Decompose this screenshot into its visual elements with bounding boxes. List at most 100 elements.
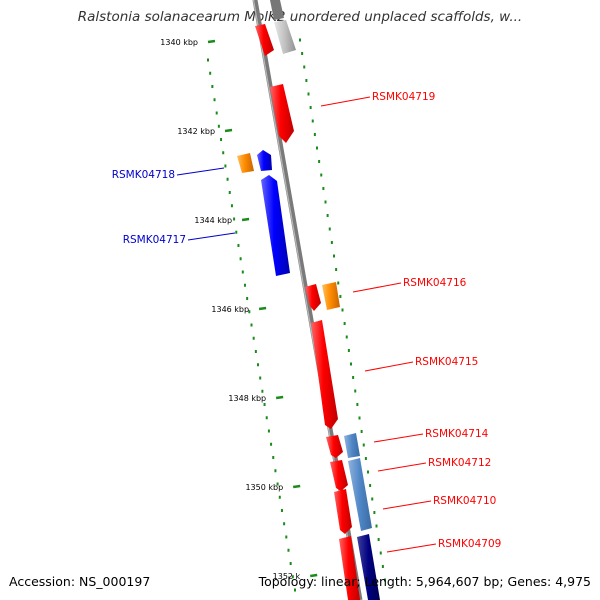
ruler-tick-label: 1350 kbp — [245, 483, 283, 492]
ruler-dot-left — [233, 217, 236, 221]
gene-label-RSMK04710[interactable]: RSMK04710 — [433, 495, 496, 507]
ruler-tick-label: 1348 kbp — [228, 394, 266, 403]
ruler-dot-left — [217, 124, 220, 128]
leader-RSMK04714 — [373, 433, 424, 443]
gene-label-RSMK04718[interactable]: RSMK04718 — [112, 169, 175, 181]
gene-feature-top-partial[interactable] — [255, 24, 274, 56]
gene-label-RSMK04716[interactable]: RSMK04716 — [403, 277, 467, 289]
gene-RSMK04715[interactable] — [311, 320, 338, 429]
gene-label-RSMK04709[interactable]: RSMK04709 — [438, 538, 501, 550]
ruler-dot-right — [299, 38, 301, 42]
ruler-tick-label: 1346 kbp — [211, 305, 249, 314]
ruler-dot-left — [285, 535, 288, 539]
gene-RSMK04717[interactable] — [261, 175, 290, 276]
ruler-dot-left — [226, 177, 229, 181]
ruler-dot-left — [265, 416, 268, 420]
ruler-tick — [207, 39, 216, 44]
ruler-tick — [224, 128, 233, 133]
ruler-dot-left — [248, 310, 251, 314]
ruler: 1340 kbp 1342 kbp 1344 kbp 1346 kbp 1348 kbp… — [160, 38, 318, 581]
ruler-dot-right — [377, 538, 380, 541]
gene-labels: RSMK04719 RSMK04718 RSMK04717 RSMK04716 … — [112, 91, 502, 550]
gene-label-RSMK04717[interactable]: RSMK04717 — [123, 234, 186, 246]
steelblue-feature-2[interactable] — [348, 458, 372, 531]
gene-RSMK04716[interactable] — [305, 284, 321, 311]
ruler-dot-left — [291, 575, 294, 579]
ruler-dot-right — [347, 349, 350, 352]
ruler-dot-right — [328, 227, 331, 231]
orange-feature-rsmk04716[interactable] — [322, 282, 340, 310]
orange-feature-rsmk04718-region[interactable] — [237, 153, 254, 173]
ruler-dot-left — [280, 509, 283, 512]
ruler-dot-left — [239, 257, 242, 261]
ruler-dot-left — [207, 58, 209, 62]
ruler-tick — [258, 306, 267, 311]
ruler-dot-right — [324, 200, 327, 204]
ruler-dot-right — [305, 79, 308, 82]
ruler-dot-right — [311, 119, 314, 123]
ruler-dot-right — [381, 565, 384, 568]
ruler-dot-right — [379, 551, 382, 555]
ruler-dot-left — [252, 336, 255, 340]
ruler-dot-right — [358, 416, 361, 420]
ruler-dot-right — [343, 322, 346, 325]
gene-label-RSMK04719[interactable]: RSMK04719 — [372, 91, 435, 103]
ruler-dot-right — [354, 389, 357, 393]
ruler-dot-right — [335, 268, 338, 271]
gene-RSMK04709[interactable] — [339, 536, 360, 600]
label-leaders — [176, 96, 437, 553]
gene-RSMK04714[interactable] — [326, 435, 343, 458]
ruler-dot-left — [209, 71, 212, 75]
ruler-dot-right — [303, 65, 306, 69]
gray-feature-top-mark — [270, 0, 284, 20]
ruler-tick — [310, 573, 318, 578]
leader-RSMK04712 — [377, 462, 427, 472]
leader-RSMK04719 — [320, 96, 371, 107]
ruler-dot-left — [261, 389, 264, 393]
navy-feature[interactable] — [357, 534, 380, 600]
ruler-dot-right — [316, 146, 318, 150]
ruler-dot-right — [375, 524, 378, 528]
gray-feature-top[interactable] — [274, 20, 296, 54]
gene-RSMK04710[interactable] — [334, 489, 352, 534]
ruler-dot-right — [339, 295, 342, 298]
gene-RSMK04712[interactable] — [330, 460, 348, 491]
accession-text: Accession: NS_000197 — [9, 574, 151, 589]
ruler-dot-left — [254, 350, 257, 353]
ruler-dot-left — [270, 442, 273, 446]
ruler-dot-right — [333, 254, 335, 258]
ruler-tick — [275, 395, 284, 400]
ruler-tick — [292, 484, 301, 489]
gene-label-RSMK04712[interactable]: RSMK04712 — [428, 457, 491, 469]
leader-RSMK04717 — [187, 232, 236, 241]
ruler-dot-left — [213, 98, 216, 102]
features — [237, 0, 380, 600]
gene-RSMK04719[interactable] — [270, 84, 294, 143]
ruler-tick-label: 1342 kbp — [177, 127, 215, 136]
ruler-dot-left — [224, 164, 227, 168]
ruler-dot-left — [230, 204, 233, 208]
gene-label-RSMK04715[interactable]: RSMK04715 — [415, 356, 478, 368]
ruler-dot-left — [289, 562, 292, 565]
ruler-dot-left — [241, 270, 244, 274]
ruler-dot-right — [367, 470, 369, 474]
steelblue-feature-1[interactable] — [344, 433, 360, 458]
gene-RSMK04718[interactable] — [257, 150, 272, 171]
ruler-dot-left — [222, 151, 225, 155]
ruler-dot-left — [278, 495, 281, 499]
topology-summary-text: Topology: linear; Length: 5,964,607 bp; … — [258, 574, 591, 589]
leader-RSMK04716 — [352, 282, 402, 293]
ruler-dot-right — [371, 497, 374, 501]
ruler-dot-left — [283, 522, 286, 526]
ruler-dot-left — [215, 111, 218, 115]
ruler-dot-right — [341, 308, 344, 312]
ruler-dot-right — [326, 214, 329, 217]
ruler-tick-label: 1340 kbp — [160, 38, 198, 47]
ruler-dot-right — [301, 52, 304, 55]
leader-RSMK04718 — [176, 167, 225, 176]
ruler-dot-left — [243, 283, 246, 287]
gene-label-RSMK04714[interactable]: RSMK04714 — [425, 428, 489, 440]
ruler-dot-left — [276, 482, 279, 486]
map-title: Ralstonia solanacearum MolK2 unordered u… — [77, 9, 523, 25]
